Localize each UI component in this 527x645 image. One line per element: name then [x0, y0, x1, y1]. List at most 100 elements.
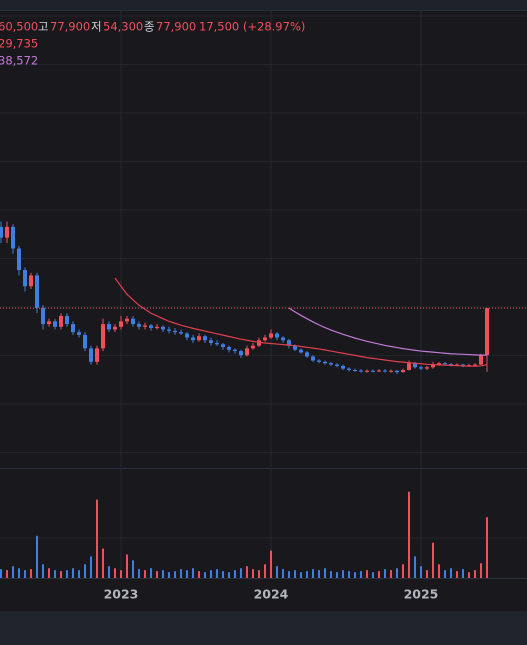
- candle-body: [329, 363, 333, 365]
- volume-bar: [402, 564, 404, 578]
- volume-bar: [36, 535, 38, 578]
- bottom-bar: [0, 611, 527, 645]
- volume-bar: [156, 571, 158, 578]
- candle-body: [335, 364, 339, 366]
- volume-bar: [174, 571, 176, 578]
- volume-bar: [366, 570, 368, 578]
- volume-bar: [78, 570, 80, 578]
- volume-bar: [48, 568, 50, 578]
- volume-bar: [222, 571, 224, 578]
- candle-body: [389, 370, 393, 372]
- candle-body: [197, 336, 201, 341]
- volume-bar: [270, 550, 272, 578]
- candle-body: [59, 315, 63, 327]
- volume-bar: [420, 566, 422, 578]
- candle-body: [101, 324, 105, 349]
- volume-bar: [372, 572, 374, 578]
- x-tick-label: 2023: [104, 587, 139, 602]
- candle-body: [113, 326, 117, 330]
- candle-body: [53, 321, 57, 327]
- volume-bar: [54, 570, 56, 578]
- candle-body: [131, 318, 135, 325]
- candle-body: [221, 344, 225, 348]
- moving-average-line: [114, 277, 488, 367]
- candle-body: [353, 369, 357, 371]
- volume-bar: [18, 568, 20, 578]
- candle-body: [0, 226, 3, 238]
- volume-bar: [396, 568, 398, 578]
- candle-body: [89, 348, 93, 362]
- volume-bar: [432, 542, 434, 578]
- candle-body: [263, 337, 267, 341]
- candle-body: [281, 337, 285, 341]
- candle-body: [269, 333, 273, 338]
- volume-bar: [12, 566, 14, 578]
- candle-body: [5, 226, 9, 238]
- volume-bar: [306, 571, 308, 578]
- volume-bar: [90, 556, 92, 578]
- volume-bar: [114, 568, 116, 578]
- candle-body: [293, 345, 297, 350]
- moving-average-line: [288, 307, 487, 356]
- volume-bar: [42, 564, 44, 578]
- candle-body: [323, 361, 327, 364]
- volume-bar: [24, 570, 26, 578]
- volume-bar: [60, 571, 62, 578]
- candle-body: [407, 363, 411, 370]
- volume-bar: [120, 570, 122, 578]
- volume-bar: [450, 568, 452, 578]
- candle-body: [215, 342, 219, 345]
- top-bar: [0, 0, 527, 10]
- volume-bar: [192, 568, 194, 578]
- candle-body: [485, 308, 489, 356]
- plot: [0, 221, 527, 578]
- low-label: 저: [91, 20, 102, 34]
- volume-bar: [474, 570, 476, 578]
- candle-body: [143, 325, 147, 327]
- legend-header: 60,500 고 77,900 저 54,300 종 77,900 17,500…: [0, 20, 305, 68]
- volume-bar: [288, 571, 290, 578]
- volume-bar: [30, 569, 32, 578]
- ma2-value: 38,572: [0, 54, 38, 68]
- volume-bar: [144, 570, 146, 578]
- candle-body: [11, 226, 15, 249]
- candle-body: [227, 347, 231, 350]
- volume-bar: [216, 569, 218, 578]
- candle-body: [479, 355, 483, 365]
- volume-bar: [162, 570, 164, 578]
- candle-body: [347, 368, 351, 370]
- candle-body: [299, 349, 303, 353]
- grid: [0, 11, 527, 578]
- candle-body: [209, 340, 213, 343]
- volume-bar: [360, 571, 362, 578]
- candle-body: [233, 349, 237, 352]
- high-value: 77,900: [50, 20, 90, 34]
- volume-bar: [276, 566, 278, 578]
- volume-bar: [198, 571, 200, 578]
- volume-bar: [390, 570, 392, 578]
- volume-bar: [384, 569, 386, 578]
- volume-bar: [138, 569, 140, 578]
- candle-body: [77, 332, 81, 335]
- volume-bar: [264, 564, 266, 578]
- low-value: 54,300: [103, 20, 143, 34]
- change-value: 17,500 (+28.97%): [199, 20, 305, 34]
- volume-bar: [102, 548, 104, 578]
- volume-bar: [186, 570, 188, 578]
- candle-body: [47, 321, 51, 325]
- ma1-value: 29,735: [0, 37, 38, 51]
- candle-body: [161, 326, 165, 330]
- x-tick-label: 2025: [404, 587, 439, 602]
- candle-body: [473, 364, 477, 366]
- volume-bar: [6, 570, 8, 578]
- candle-body: [311, 356, 315, 361]
- volume-bar: [438, 564, 440, 578]
- candle-body: [395, 370, 399, 373]
- volume-bar: [468, 572, 470, 578]
- candle-body: [287, 340, 291, 346]
- volume-bar: [132, 560, 134, 578]
- volume-bar: [108, 566, 110, 578]
- candle-body: [137, 324, 141, 327]
- volume-bar: [66, 570, 68, 578]
